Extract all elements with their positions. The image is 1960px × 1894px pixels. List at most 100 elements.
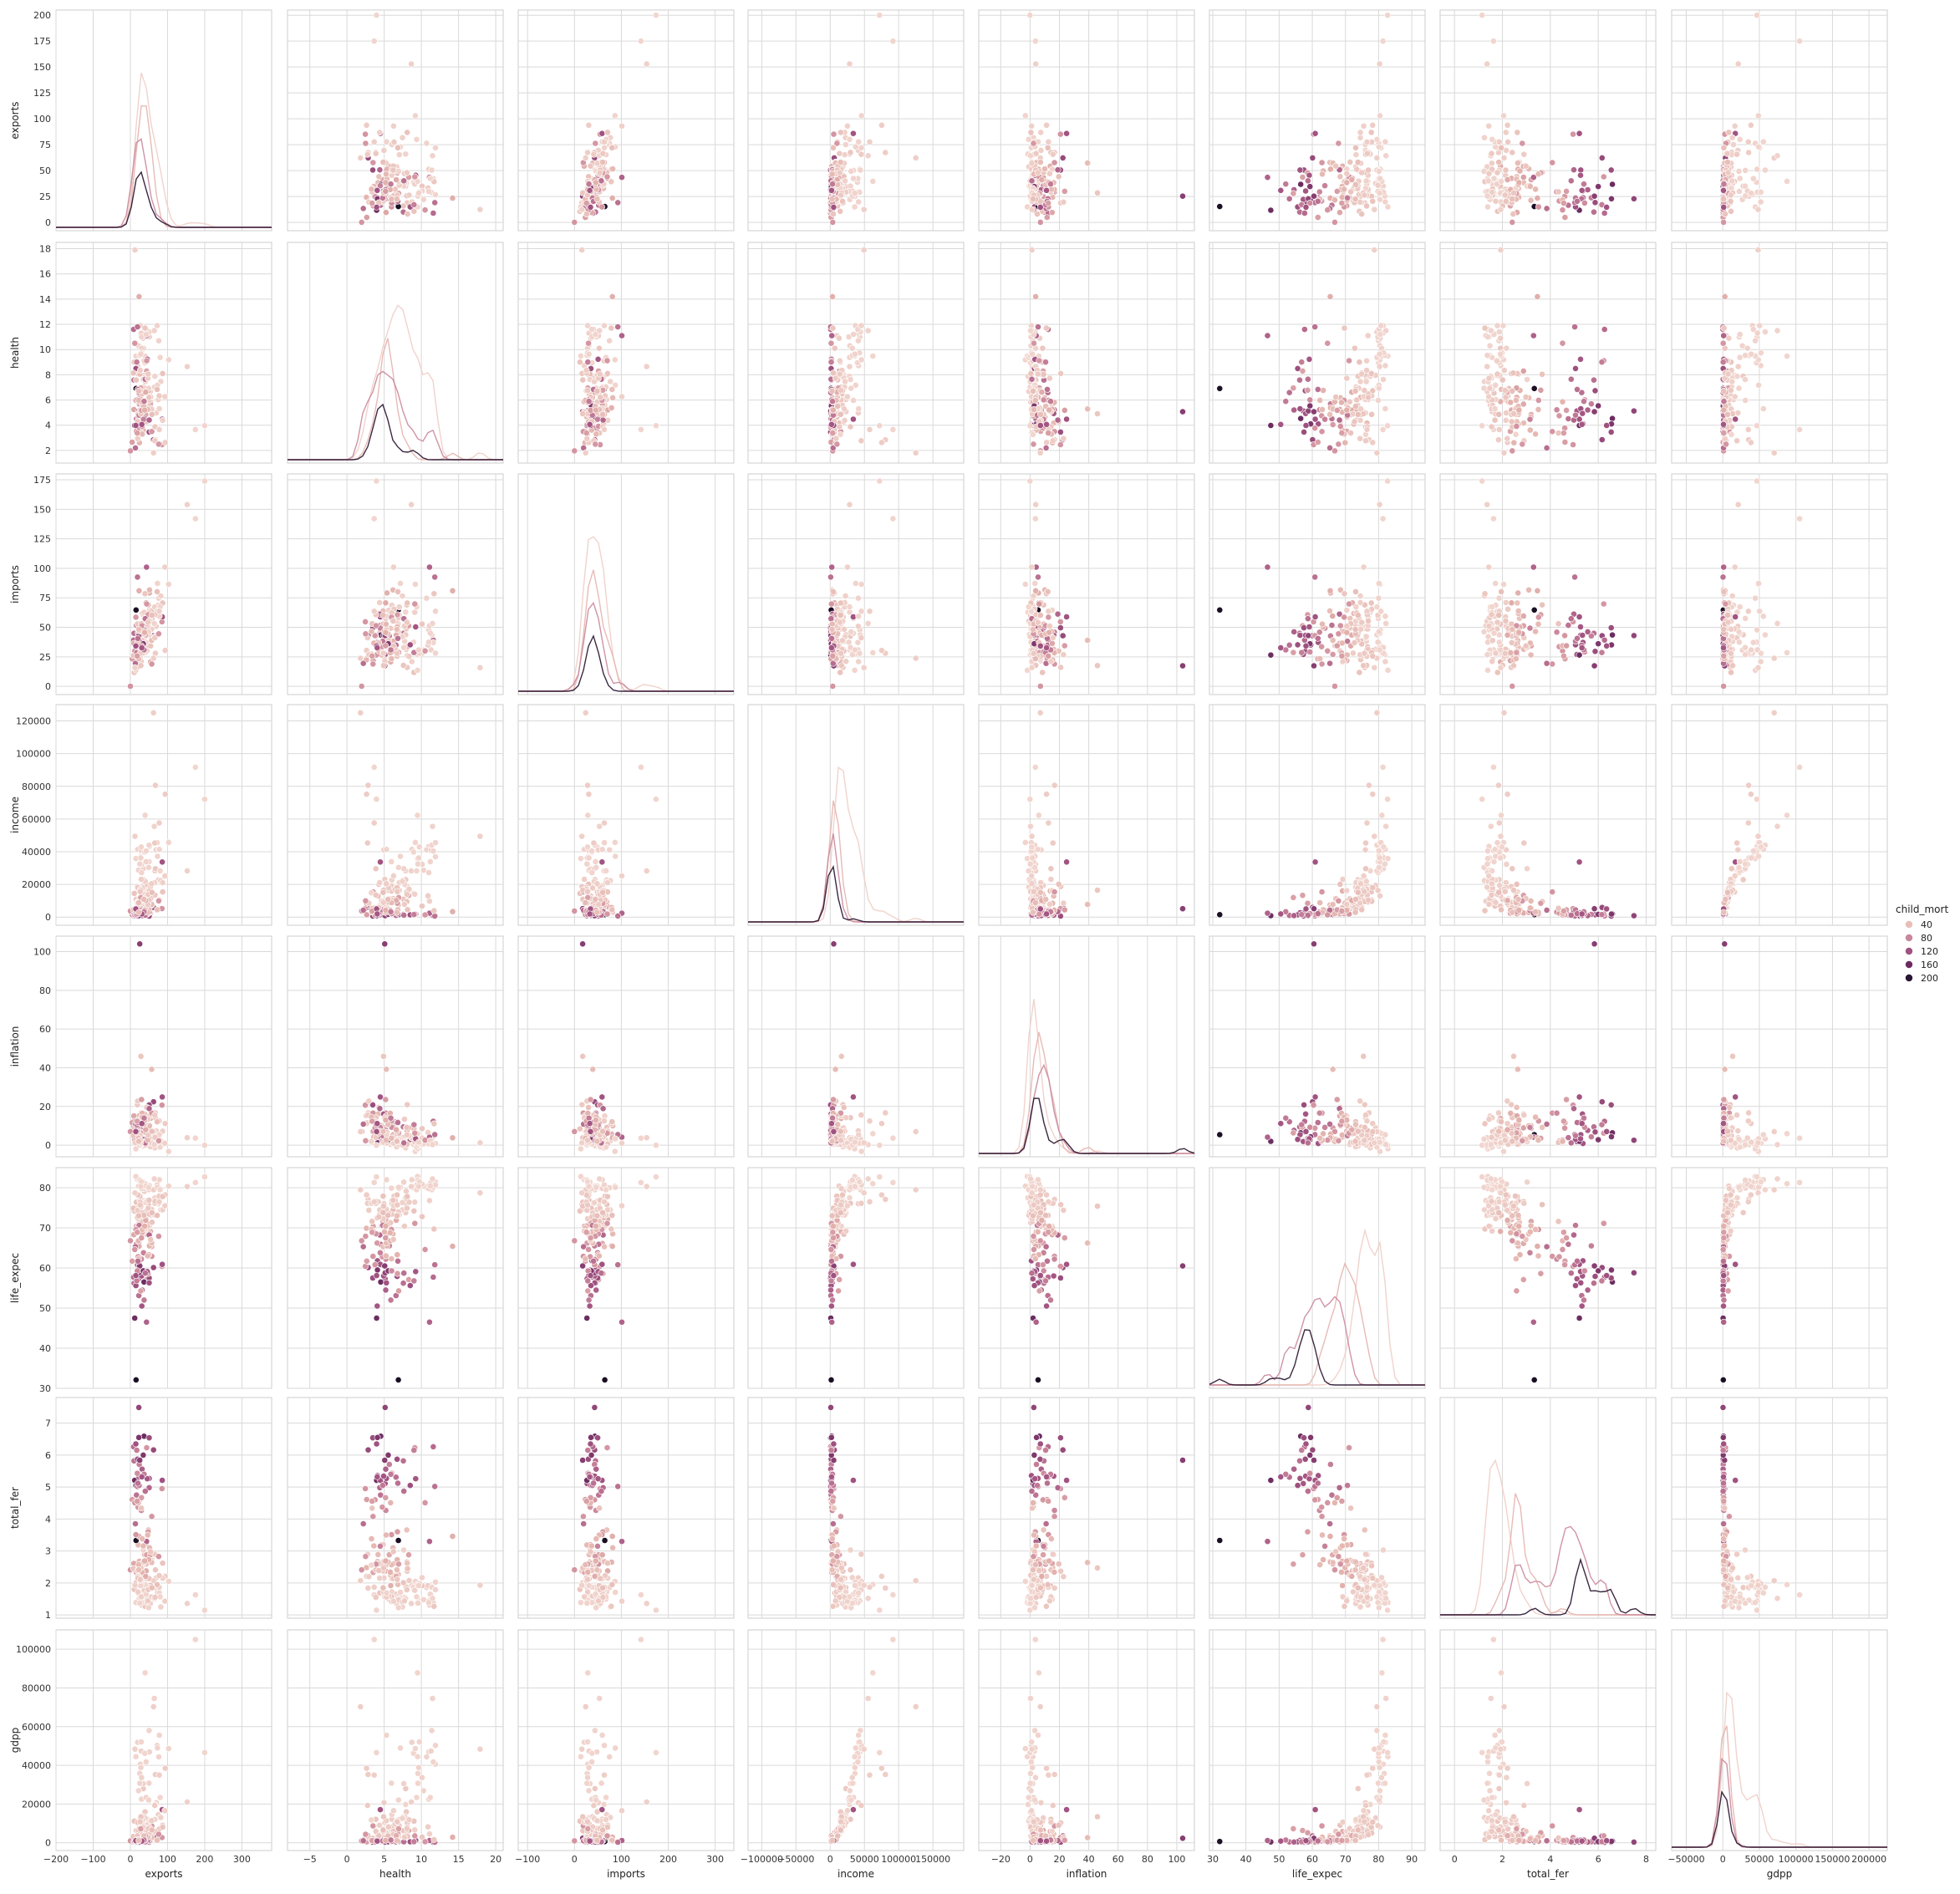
data-point [383,629,389,635]
y-tick-label: 10 [39,344,51,355]
data-point [405,211,410,217]
data-point [1327,293,1333,299]
data-point [1754,13,1759,18]
data-point [1345,195,1351,201]
data-point [1494,371,1500,377]
data-point [141,399,147,405]
data-point [380,613,386,619]
data-point [1592,649,1598,654]
y-tick-label: 125 [33,88,51,99]
data-point [1484,353,1490,359]
data-point [1359,619,1365,625]
data-point [1520,140,1525,146]
data-point [384,881,389,887]
data-point [1493,382,1499,388]
data-point [828,340,834,346]
data-point [1372,206,1377,212]
data-point [162,792,168,797]
cell-frame [748,705,964,925]
data-point [400,135,405,140]
data-point [377,167,383,173]
data-point [1385,13,1391,18]
data-point [143,848,149,854]
data-point [601,820,607,826]
data-point [1033,293,1039,299]
data-point [1291,649,1296,655]
data-point [1599,649,1605,655]
y-tick-label: 125 [33,534,51,545]
data-point [1341,325,1347,331]
data-point [415,855,421,861]
data-point [1526,587,1532,593]
data-point [594,196,600,202]
data-point [1026,136,1031,142]
data-point [1370,388,1376,394]
data-point [1501,155,1507,160]
data-point [135,899,141,905]
data-point [585,359,591,365]
data-point [132,247,138,253]
data-point [1585,407,1591,413]
data-point [829,626,835,632]
data-point [855,595,861,601]
data-point [589,869,595,875]
data-point [600,150,606,156]
data-point [1745,608,1751,614]
data-point [828,187,834,193]
data-point [1591,193,1597,199]
data-point [148,643,154,649]
data-point [132,445,138,451]
data-point [1344,407,1350,413]
data-point [133,377,139,383]
data-point [1361,123,1367,129]
data-point [878,122,884,128]
data-point [1745,426,1751,432]
data-point [1022,839,1028,845]
data-point [579,247,585,253]
data-point [1493,198,1499,204]
data-point [371,608,377,614]
data-point [605,879,611,885]
data-point [609,386,615,392]
cell-imports-vs-life_expec [1209,474,1425,695]
data-point [612,357,618,363]
data-point [426,564,432,570]
data-point [1312,416,1318,422]
data-point [1265,333,1270,339]
data-point [416,844,422,850]
data-point [201,423,207,429]
data-point [1348,430,1354,436]
data-point [1291,629,1297,634]
data-point [837,613,843,619]
data-point [1743,652,1749,658]
data-point [1364,139,1370,145]
data-point [848,385,854,391]
data-point [1540,371,1545,377]
data-point [1311,409,1316,415]
data-point [1730,141,1736,147]
data-point [1299,649,1305,655]
data-point [867,139,873,145]
data-point [1037,450,1043,456]
data-point [1385,423,1391,429]
data-point [604,911,610,917]
data-point [419,621,425,627]
data-point [1721,196,1727,202]
data-point [389,858,395,864]
data-point [146,395,152,400]
data-point [1362,650,1367,656]
data-point [1533,431,1539,437]
data-point [383,171,389,177]
data-point [572,219,578,225]
data-point [1325,340,1331,346]
data-point [619,394,624,400]
data-point [1364,150,1370,156]
data-point [1376,385,1382,391]
y-tick-label: 8 [45,369,51,380]
data-point [1737,332,1743,338]
data-point [1368,600,1374,606]
data-point [1479,423,1485,429]
data-point [150,710,156,715]
